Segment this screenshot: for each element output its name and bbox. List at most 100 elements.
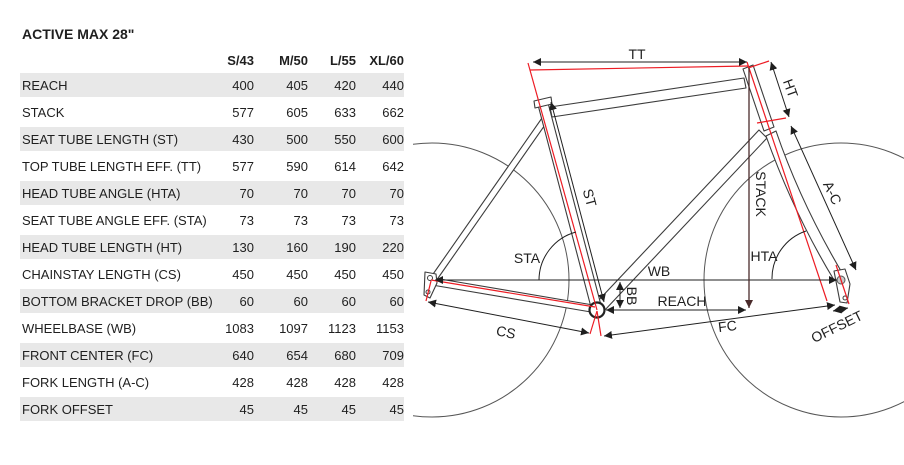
st-dimension: [549, 101, 606, 303]
value-cell: 662: [382, 104, 404, 120]
effective-top-tube-line: [529, 65, 749, 71]
row-label: HEAD TUBE ANGLE (HTA): [22, 185, 181, 201]
diagram-label-stack: STACK: [753, 171, 769, 217]
front-dropout: [833, 268, 851, 304]
bb-cs-extension-tick: [589, 310, 598, 335]
value-cell: 450: [286, 266, 308, 282]
value-cell: 45: [341, 401, 356, 417]
hta-angle-arc: [771, 230, 807, 280]
table-row: REACH 400 405 420 440: [20, 73, 404, 97]
diagram-label-offset: OFFSET: [808, 307, 865, 346]
value-cell: 60: [239, 293, 254, 309]
value-cell: 1097: [279, 320, 308, 336]
table-row: FRONT CENTER (FC) 640 654 680 709: [20, 343, 404, 367]
ac-dimension: [790, 125, 857, 271]
sta-angle-arc: [538, 231, 577, 281]
diagram-label-wb: WB: [648, 263, 671, 279]
table-row: SEAT TUBE LENGTH (ST) 430 500 550 600: [20, 127, 404, 151]
rear-extension-tick: [425, 280, 432, 302]
diagram-label-sta: STA: [514, 250, 541, 266]
value-cell: 577: [232, 104, 254, 120]
value-cell: 450: [382, 266, 404, 282]
offset-dimension: [832, 305, 849, 314]
value-cell: 45: [293, 401, 308, 417]
down-tube: [595, 129, 768, 312]
value-cell: 70: [341, 185, 356, 201]
row-label: HEAD TUBE LENGTH (HT): [22, 239, 183, 255]
diagram-label-hta: HTA: [751, 248, 779, 264]
value-cell: 130: [232, 239, 254, 255]
value-cell: 160: [286, 239, 308, 255]
column-header: M/50: [279, 53, 308, 68]
diagram-label-reach: REACH: [657, 293, 706, 309]
diagram-label-ht: HT: [780, 77, 802, 100]
table-row: SEAT TUBE ANGLE EFF. (STA) 73 73 73 73: [20, 208, 404, 232]
axle-parallel-line: [835, 264, 850, 305]
seat-tube-axis-line: [527, 62, 598, 311]
table-row: HEAD TUBE LENGTH (HT) 130 160 190 220: [20, 235, 404, 259]
value-cell: 45: [389, 401, 404, 417]
diagram-label-ac: A-C: [820, 178, 845, 207]
diagram-label-fc: FC: [717, 317, 737, 335]
rear-axle: [427, 275, 433, 281]
value-cell: 680: [334, 347, 356, 363]
column-header: L/55: [329, 53, 356, 68]
column-header: XL/60: [369, 53, 404, 68]
diagram-label-bb: BB: [624, 287, 640, 306]
table-row: CHAINSTAY LENGTH (CS) 450 450 450 450: [20, 262, 404, 286]
row-label: FORK LENGTH (A-C): [22, 374, 150, 390]
value-cell: 73: [341, 212, 356, 228]
value-cell: 1123: [328, 320, 356, 336]
value-cell: 614: [334, 158, 356, 174]
top-tube: [549, 77, 747, 118]
value-cell: 405: [286, 77, 308, 93]
value-cell: 600: [382, 131, 404, 147]
value-cell: 70: [389, 185, 404, 201]
row-label: FRONT CENTER (FC): [22, 347, 154, 363]
bb-fc-extension-tick: [596, 310, 602, 337]
row-label: CHAINSTAY LENGTH (CS): [22, 266, 181, 282]
table-body: REACH 400 405 420 440 STACK 577 605 633 662 SEAT T…: [20, 73, 404, 421]
cs-dimension: [427, 299, 590, 336]
value-cell: 428: [286, 374, 308, 390]
value-cell: 45: [239, 401, 254, 417]
value-cell: 450: [334, 266, 356, 282]
row-label: STACK: [22, 104, 65, 120]
value-cell: 633: [334, 104, 356, 120]
row-label: SEAT TUBE ANGLE EFF. (STA): [22, 212, 207, 228]
geometry-table: S/43 M/50 L/55 XL/60 REACH 400 405 420 440 STACK…: [20, 48, 404, 424]
table-row: WHEELBASE (WB) 1083 1097 1123 1153: [20, 316, 404, 340]
value-cell: 73: [293, 212, 308, 228]
value-cell: 420: [334, 77, 356, 93]
value-cell: 640: [232, 347, 254, 363]
table-row: TOP TUBE LENGTH EFF. (TT) 577 590 614 642: [20, 154, 404, 178]
value-cell: 1083: [225, 320, 254, 336]
value-cell: 70: [239, 185, 254, 201]
chainstay-axis-line: [430, 279, 596, 308]
value-cell: 428: [382, 374, 404, 390]
value-cell: 654: [286, 347, 308, 363]
value-cell: 430: [232, 131, 254, 147]
value-cell: 60: [341, 293, 356, 309]
value-cell: 577: [232, 158, 254, 174]
value-cell: 400: [232, 77, 254, 93]
value-cell: 440: [382, 77, 404, 93]
value-cell: 590: [286, 158, 308, 174]
value-cell: 60: [389, 293, 404, 309]
value-cell: 642: [382, 158, 404, 174]
value-cell: 550: [334, 131, 356, 147]
row-label: TOP TUBE LENGTH EFF. (TT): [22, 158, 202, 174]
fc-dimension: [603, 302, 836, 339]
ht-dimension: [769, 61, 791, 118]
value-cell: 1153: [376, 320, 404, 336]
row-label: FORK OFFSET: [22, 401, 113, 417]
row-label: BOTTOM BRACKET DROP (BB): [22, 293, 213, 309]
head-tube-top-tick: [747, 60, 770, 69]
page-title: ACTIVE MAX 28": [22, 26, 135, 42]
table-row: STACK 577 605 633 662: [20, 100, 404, 124]
value-cell: 60: [293, 293, 308, 309]
value-cell: 70: [293, 185, 308, 201]
table-row: FORK OFFSET 45 45 45 45: [20, 397, 404, 421]
value-cell: 220: [382, 239, 404, 255]
value-cell: 190: [334, 239, 356, 255]
